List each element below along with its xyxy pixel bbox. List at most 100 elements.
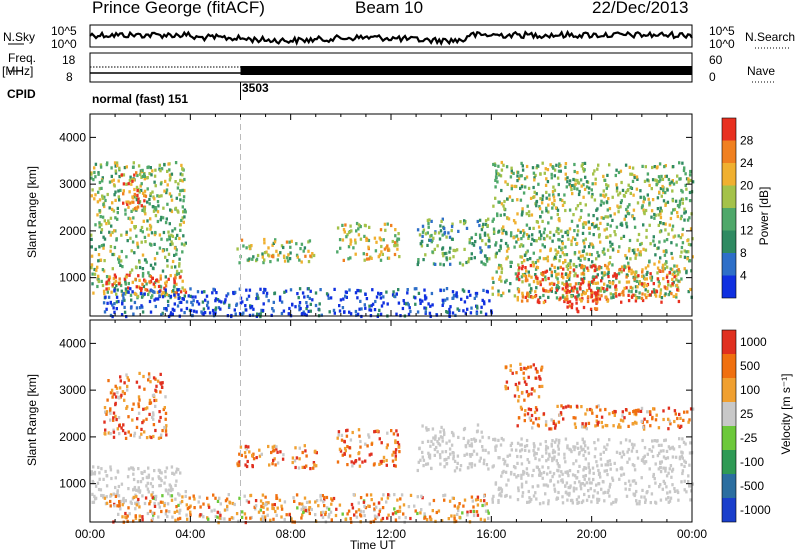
- power-echo-cell: [550, 274, 553, 278]
- velocity-echo-cell: [622, 452, 626, 457]
- power-echo-cell: [529, 196, 533, 200]
- velocity-echo-cell: [169, 484, 172, 488]
- velocity-echo-cell: [141, 477, 145, 481]
- power-echo-cell: [434, 262, 437, 266]
- power-echo-cell: [467, 260, 470, 264]
- velocity-echo-cell: [611, 478, 615, 482]
- velocity-echo-cell: [92, 465, 95, 469]
- power-echo-cell: [607, 271, 610, 275]
- velocity-echo-cell: [175, 470, 178, 474]
- power-echo-cell: [424, 310, 427, 314]
- power-echo-cell: [160, 194, 163, 198]
- power-echo-cell: [180, 242, 184, 246]
- velocity-echo-cell: [147, 490, 150, 494]
- power-echo-cell: [175, 196, 178, 200]
- velocity-echo-cell: [452, 496, 455, 500]
- power-colorbar-tick-label: 12: [740, 224, 754, 238]
- power-echo-cell: [147, 271, 150, 275]
- velocity-echo-cell: [608, 438, 611, 442]
- power-echo-cell: [583, 276, 586, 280]
- power-echo-cell: [550, 263, 554, 267]
- velocity-echo-cell: [476, 423, 480, 427]
- power-echo-cell: [625, 286, 628, 290]
- power-echo-cell: [125, 232, 128, 236]
- velocity-echo-cell: [546, 484, 550, 488]
- velocity-echo-cell: [144, 407, 147, 411]
- velocity-echo-cell: [159, 477, 162, 481]
- velocity-echo-cell: [654, 462, 657, 466]
- velocity-echo-cell: [118, 432, 121, 436]
- velocity-echo-cell: [385, 458, 388, 463]
- power-echo-cell: [595, 257, 598, 261]
- velocity-echo-cell: [140, 427, 143, 431]
- velocity-echo-cell: [547, 499, 550, 503]
- velocity-echo-cell: [105, 484, 109, 488]
- power-echo-cell: [640, 274, 644, 278]
- power-echo-cell: [414, 302, 417, 306]
- power-echo-cell: [91, 282, 94, 286]
- power-echo-cell: [141, 294, 145, 298]
- power-echo-cell: [430, 291, 434, 296]
- velocity-echo-cell: [532, 421, 535, 425]
- power-echo-cell: [525, 164, 529, 169]
- power-echo-cell: [466, 295, 469, 299]
- power-echo-cell: [620, 300, 623, 304]
- power-echo-cell: [175, 272, 179, 276]
- power-echo-cell: [90, 194, 94, 198]
- velocity-echo-cell: [228, 501, 232, 505]
- power-echo-cell: [123, 305, 126, 309]
- velocity-echo-cell: [228, 517, 231, 521]
- power-echo-cell: [554, 248, 557, 252]
- power-echo-cell: [479, 236, 482, 240]
- power-echo-cell: [530, 275, 533, 279]
- velocity-echo-cell: [112, 416, 115, 420]
- power-echo-cell: [161, 216, 165, 220]
- velocity-echo-cell: [502, 469, 505, 473]
- velocity-echo-cell: [442, 428, 445, 432]
- velocity-echo-cell: [523, 366, 526, 370]
- velocity-echo-cell: [620, 473, 623, 477]
- power-echo-cell: [134, 277, 137, 281]
- power-echo-cell: [535, 239, 538, 243]
- power-echo-cell: [159, 169, 162, 173]
- power-echo-cell: [651, 178, 655, 182]
- velocity-echo-cell: [297, 466, 301, 470]
- velocity-echo-cell: [126, 475, 130, 479]
- power-echo-cell: [112, 306, 115, 310]
- velocity-echo-cell: [338, 503, 342, 507]
- power-echo-cell: [344, 290, 348, 294]
- power-echo-cell: [673, 275, 676, 279]
- power-echo-cell: [162, 290, 165, 294]
- power-echo-cell: [510, 184, 513, 188]
- power-echo-cell: [130, 209, 133, 213]
- power-echo-cell: [615, 287, 618, 292]
- power-echo-cell: [495, 241, 498, 245]
- velocity-echo-cell: [373, 430, 376, 434]
- power-echo-cell: [550, 216, 553, 220]
- power-echo-cell: [179, 178, 182, 182]
- power-echo-cell: [644, 288, 647, 292]
- velocity-echo-cell: [661, 487, 664, 491]
- velocity-echo-cell: [558, 438, 561, 442]
- velocity-echo-cell: [185, 513, 188, 517]
- velocity-echo-cell: [584, 425, 587, 429]
- velocity-echo-cell: [109, 494, 112, 498]
- power-echo-cell: [166, 183, 169, 187]
- power-echo-cell: [549, 163, 552, 167]
- power-echo-cell: [550, 172, 553, 176]
- power-echo-cell: [105, 275, 109, 279]
- velocity-echo-cell: [544, 423, 548, 427]
- velocity-echo-cell: [505, 380, 509, 384]
- power-echo-cell: [526, 292, 529, 296]
- velocity-echo-cell: [609, 462, 612, 466]
- velocity-echo-cell: [532, 449, 535, 453]
- velocity-echo-cell: [148, 412, 151, 416]
- power-echo-cell: [478, 233, 482, 237]
- power-echo-cell: [603, 289, 606, 294]
- cpid-mode-1: normal (fast) 151: [92, 92, 189, 106]
- power-echo-cell: [607, 275, 610, 279]
- velocity-echo-cell: [132, 472, 135, 476]
- velocity-echo-cell: [561, 472, 564, 476]
- power-echo-cell: [404, 302, 408, 306]
- power-echo-cell: [538, 256, 541, 260]
